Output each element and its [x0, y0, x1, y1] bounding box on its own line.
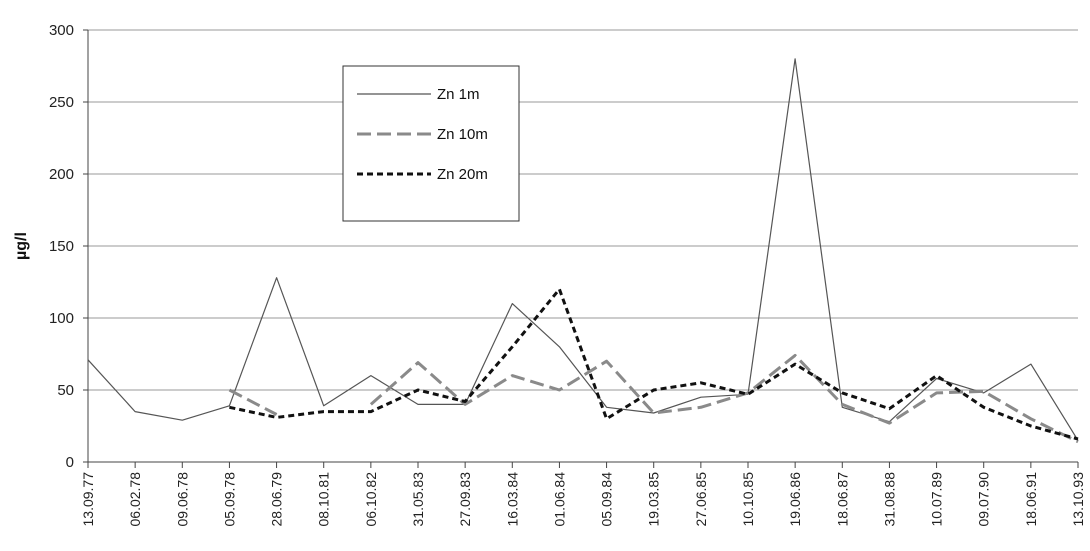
data-point — [841, 403, 843, 405]
data-point — [134, 410, 136, 412]
series-line-zn-10m — [228, 353, 1079, 444]
data-point — [700, 406, 702, 408]
data-point — [747, 393, 749, 395]
x-tick-label: 09.06.78 — [174, 472, 190, 527]
data-point — [275, 413, 277, 415]
x-tick-label: 05.09.84 — [599, 472, 615, 527]
data-point — [228, 406, 230, 408]
data-point — [558, 346, 560, 348]
data-point — [794, 354, 796, 356]
data-point — [370, 403, 372, 405]
data-point — [605, 418, 607, 420]
legend-label: Zn 1m — [437, 86, 480, 103]
data-point — [700, 396, 702, 398]
x-tick-label: 06.10.82 — [363, 472, 379, 527]
x-tick-label: 16.03.84 — [504, 472, 520, 527]
y-tick-label: 200 — [49, 166, 74, 183]
y-tick-label: 50 — [57, 382, 74, 399]
y-tick-label: 0 — [66, 454, 74, 471]
data-point — [1077, 441, 1079, 443]
y-axis-title: µg/l — [13, 232, 30, 260]
x-tick-label: 06.02.78 — [127, 472, 143, 527]
x-tick-label: 08.10.81 — [316, 472, 332, 527]
data-point — [653, 412, 655, 414]
legend: Zn 1m Zn 10m Zn 20m — [342, 65, 520, 222]
x-tick-label: 10.10.85 — [740, 472, 756, 527]
series-line-zn-1m — [87, 58, 1079, 441]
x-tick-label: 10.07.89 — [929, 472, 945, 527]
y-tick-label: 150 — [49, 238, 74, 255]
data-point — [700, 382, 702, 384]
data-point — [417, 403, 419, 405]
x-axis-ticks: 13.09.77 06.02.78 09.06.78 05.09.78 28.06.79… — [80, 462, 1086, 527]
data-point — [511, 302, 513, 304]
data-point — [605, 360, 607, 362]
data-point — [464, 403, 466, 405]
data-point — [228, 389, 230, 391]
data-point — [323, 410, 325, 412]
x-tick-label: 18.06.91 — [1023, 472, 1039, 527]
y-axis-ticks: 0 50 100 150 200 250 300 — [49, 22, 88, 471]
x-tick-label: 13.10.93 — [1070, 472, 1086, 527]
data-point — [605, 406, 607, 408]
data-point — [558, 288, 560, 290]
data-point — [275, 276, 277, 278]
data-point — [935, 392, 937, 394]
y-tick-label: 300 — [49, 22, 74, 39]
data-point — [181, 419, 183, 421]
x-tick-label: 27.06.85 — [693, 472, 709, 527]
data-point — [464, 400, 466, 402]
x-tick-label: 13.09.77 — [80, 472, 96, 527]
data-point — [417, 361, 419, 363]
data-point — [1030, 363, 1032, 365]
data-point — [511, 346, 513, 348]
x-tick-label: 09.07.90 — [976, 472, 992, 527]
gridlines — [88, 29, 1078, 391]
data-point — [983, 390, 985, 392]
data-point — [653, 389, 655, 391]
data-point — [794, 363, 796, 365]
series-lines — [87, 58, 1079, 444]
series-line-zn-20m — [229, 287, 1079, 441]
data-point — [841, 406, 843, 408]
data-point — [87, 359, 89, 361]
data-point — [888, 408, 890, 410]
data-point — [275, 416, 277, 418]
data-point — [370, 410, 372, 412]
data-point — [888, 422, 890, 424]
x-tick-label: 05.09.78 — [221, 472, 237, 527]
legend-box — [342, 65, 520, 222]
data-point — [558, 389, 560, 391]
data-point — [1077, 438, 1079, 440]
y-tick-label: 100 — [49, 310, 74, 327]
data-point — [370, 374, 372, 376]
legend-label: Zn 20m — [437, 166, 488, 183]
legend-label: Zn 10m — [437, 126, 488, 143]
data-point — [1030, 425, 1032, 427]
data-point — [417, 389, 419, 391]
data-point — [794, 58, 796, 60]
x-tick-label: 31.08.88 — [881, 472, 897, 527]
y-tick-label: 250 — [49, 94, 74, 111]
data-point — [1030, 418, 1032, 420]
x-tick-label: 18.06.87 — [834, 472, 850, 527]
data-point — [323, 405, 325, 407]
x-tick-label: 31.05.83 — [410, 472, 426, 527]
data-point — [983, 406, 985, 408]
x-tick-label: 19.03.85 — [646, 472, 662, 527]
data-point — [841, 392, 843, 394]
x-tick-label: 01.06.84 — [551, 472, 567, 527]
x-tick-label: 19.06.86 — [787, 472, 803, 527]
data-point — [935, 374, 937, 376]
x-tick-label: 27.09.83 — [457, 472, 473, 527]
x-tick-label: 28.06.79 — [269, 472, 285, 527]
data-point — [511, 374, 513, 376]
